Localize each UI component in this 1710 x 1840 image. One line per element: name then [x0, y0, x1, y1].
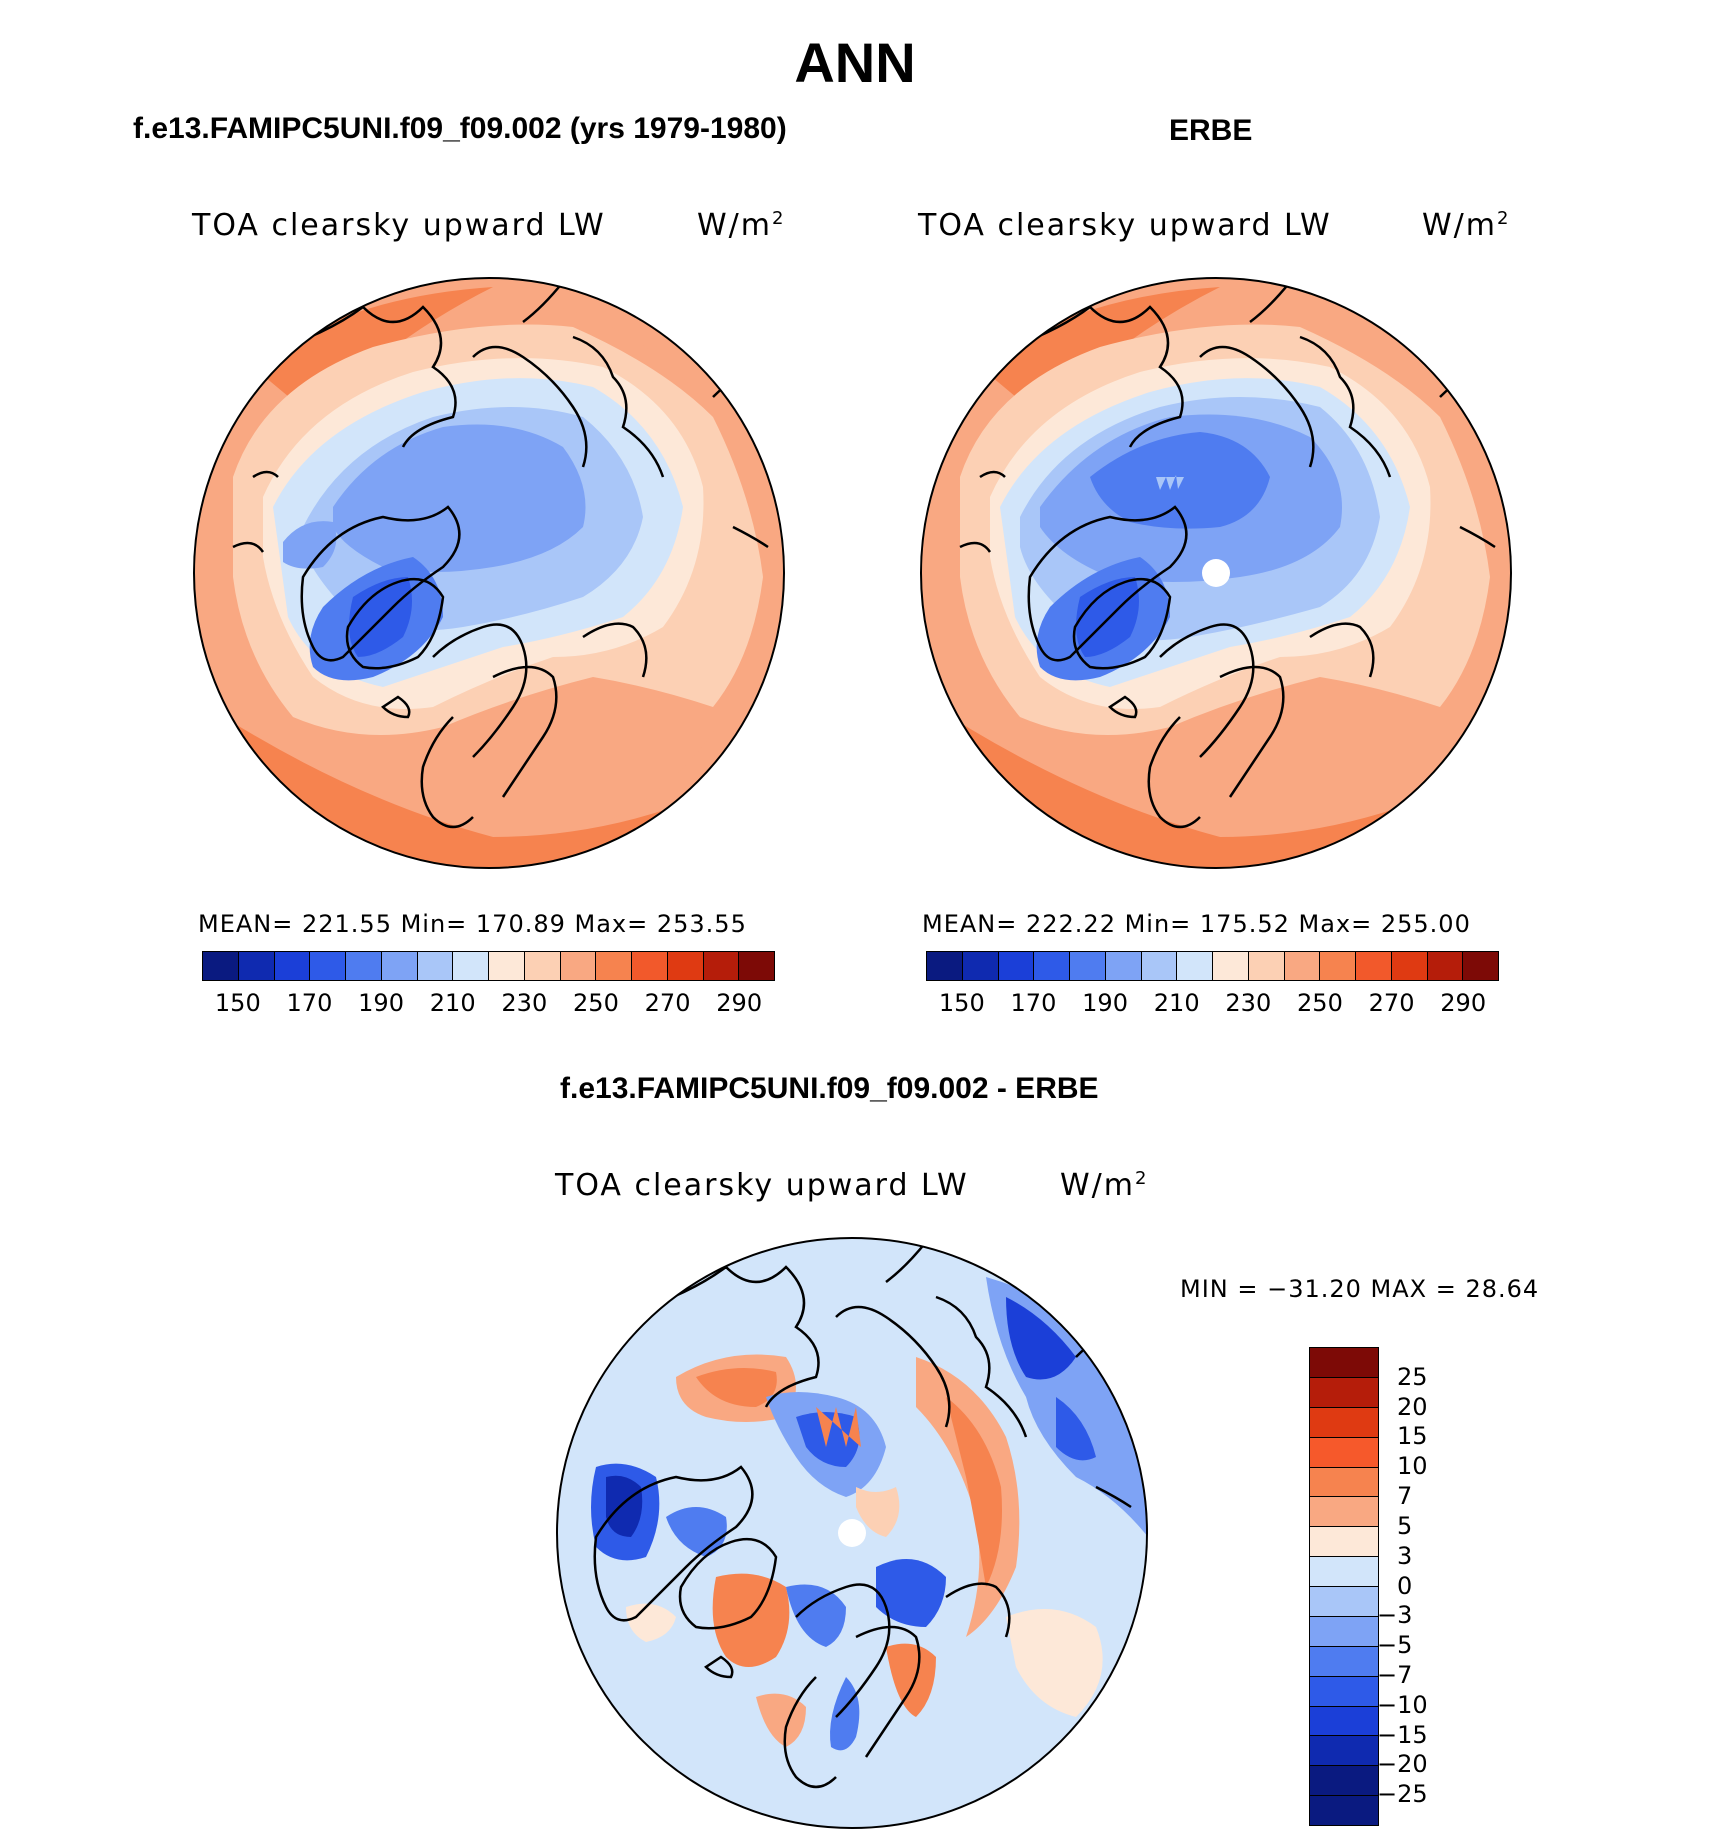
panel2-colorbar: 150 170 190 210 230 250 270 290	[926, 951, 1499, 1019]
colorbar-tick-label: 7	[1397, 1482, 1413, 1511]
colorbar-tick-label: −25	[1377, 1780, 1428, 1809]
colorbar-tick-label: −15	[1377, 1720, 1428, 1749]
colorbar-swatch	[1356, 952, 1392, 980]
colorbar-swatch	[1248, 952, 1285, 980]
panel1-colorbar: 150 170 190 210 230 250 270 290	[202, 951, 775, 1019]
panel2-polar-map	[920, 277, 1512, 869]
colorbar-swatch	[1310, 1527, 1378, 1558]
colorbar-swatch	[667, 952, 704, 980]
panel3-colorbar-labels: 25 20 15 10 7 5 3 0 −3 −5 −7 −10 −15 −20 −25	[1377, 1347, 1469, 1824]
colorbar-swatch	[274, 952, 311, 980]
colorbar-swatch	[560, 952, 597, 980]
colorbar-swatch	[703, 952, 740, 980]
colorbar-swatch	[1310, 1467, 1378, 1498]
colorbar-tick-label: 210	[429, 989, 476, 1017]
colorbar-tick-label: 25	[1397, 1362, 1428, 1391]
panel3-colorbar	[1309, 1347, 1379, 1826]
colorbar-tick-label: 10	[1397, 1452, 1428, 1481]
colorbar-tick-label: 230	[1225, 989, 1272, 1017]
colorbar-swatch	[1284, 952, 1321, 980]
panel3-difference-map	[556, 1237, 1148, 1829]
colorbar-swatch	[1213, 952, 1249, 980]
colorbar-tick-label: 210	[1153, 989, 1200, 1017]
colorbar-tick-label: 5	[1397, 1511, 1413, 1540]
colorbar-swatch	[1320, 952, 1356, 980]
panel1-stats: MEAN= 221.55 Min= 170.89 Max= 253.55	[198, 910, 747, 938]
colorbar-swatch	[381, 952, 418, 980]
colorbar-swatch	[1070, 952, 1106, 980]
colorbar-tick-label: −20	[1377, 1750, 1428, 1779]
colorbar-swatch	[1310, 1348, 1378, 1378]
colorbar-tick-label: 270	[1368, 989, 1415, 1017]
colorbar-swatch	[1177, 952, 1213, 980]
colorbar-swatch	[1463, 952, 1498, 980]
colorbar-swatch	[1310, 1736, 1378, 1767]
colorbar-tick-label: 15	[1397, 1422, 1428, 1451]
colorbar-tick-label: −5	[1377, 1631, 1413, 1660]
panel1-case-title: f.e13.FAMIPC5UNI.f09_f09.002 (yrs 1979-1…	[133, 112, 787, 145]
colorbar-swatch	[1310, 1796, 1378, 1825]
panel3-units: W/m2	[1060, 1168, 1149, 1203]
colorbar-swatch	[1310, 1497, 1378, 1528]
colorbar-tick-label: 150	[938, 989, 985, 1017]
colorbar-swatch	[998, 952, 1035, 980]
colorbar-swatch	[927, 952, 963, 980]
colorbar-tick-label: 0	[1397, 1571, 1413, 1600]
panel3-case-title: f.e13.FAMIPC5UNI.f09_f09.002 - ERBE	[560, 1072, 1099, 1105]
colorbar-swatch	[524, 952, 561, 980]
figure-title: ANN	[794, 31, 916, 94]
colorbar-tick-label: 20	[1397, 1392, 1428, 1421]
panel1-units: W/m2	[697, 208, 786, 243]
colorbar-swatch	[203, 952, 239, 980]
colorbar-tick-label: 170	[1010, 989, 1057, 1017]
panel3-stats: MIN = −31.20 MAX = 28.64	[1180, 1275, 1540, 1303]
panel2-case-title: ERBE	[1169, 114, 1253, 147]
colorbar-swatch	[346, 952, 382, 980]
panel2-units: W/m2	[1422, 208, 1511, 243]
colorbar-tick-label: 150	[214, 989, 261, 1017]
colorbar-swatch	[1310, 1676, 1378, 1707]
panel2-stats: MEAN= 222.22 Min= 175.52 Max= 255.00	[922, 910, 1471, 938]
colorbar-swatch	[417, 952, 454, 980]
colorbar-swatch	[1310, 1407, 1378, 1438]
colorbar-swatch	[1310, 1616, 1378, 1647]
colorbar-tick-label: 290	[716, 989, 763, 1017]
colorbar-swatch	[1141, 952, 1178, 980]
colorbar-tick-label: 190	[358, 989, 404, 1017]
colorbar-tick-label: 230	[501, 989, 548, 1017]
colorbar-tick-label: −7	[1377, 1660, 1413, 1689]
colorbar-tick-label: 250	[1297, 989, 1343, 1017]
colorbar-tick-label: 3	[1397, 1541, 1413, 1570]
colorbar-swatch	[238, 952, 275, 980]
colorbar-swatch	[310, 952, 346, 980]
colorbar-tick-label: 170	[286, 989, 333, 1017]
colorbar-tick-label: 290	[1440, 989, 1487, 1017]
colorbar-tick-label: 270	[644, 989, 691, 1017]
colorbar-swatch	[596, 952, 632, 980]
colorbar-swatch	[1034, 952, 1070, 980]
colorbar-swatch	[1310, 1437, 1378, 1468]
colorbar-swatch	[1310, 1587, 1378, 1617]
colorbar-swatch	[632, 952, 668, 980]
colorbar-swatch	[1105, 952, 1142, 980]
colorbar-swatch	[1310, 1557, 1378, 1587]
colorbar-swatch	[453, 952, 489, 980]
panel2-variable-title: TOA clearsky upward LW	[918, 208, 1332, 243]
colorbar-tick-label: 190	[1082, 989, 1128, 1017]
colorbar-tick-label: −3	[1377, 1601, 1413, 1630]
colorbar-tick-label: −10	[1377, 1690, 1428, 1719]
colorbar-swatch	[1391, 952, 1428, 980]
panel3-variable-title: TOA clearsky upward LW	[555, 1168, 969, 1203]
colorbar-swatch	[1427, 952, 1464, 980]
colorbar-swatch	[962, 952, 999, 980]
colorbar-tick-label: 250	[573, 989, 619, 1017]
colorbar-swatch	[1310, 1766, 1378, 1797]
panel1-polar-map	[193, 277, 785, 869]
colorbar-swatch	[1310, 1377, 1378, 1408]
colorbar-swatch	[489, 952, 525, 980]
colorbar-swatch	[1310, 1706, 1378, 1737]
colorbar-swatch	[1310, 1646, 1378, 1677]
colorbar-swatch	[739, 952, 774, 980]
panel1-variable-title: TOA clearsky upward LW	[192, 208, 606, 243]
